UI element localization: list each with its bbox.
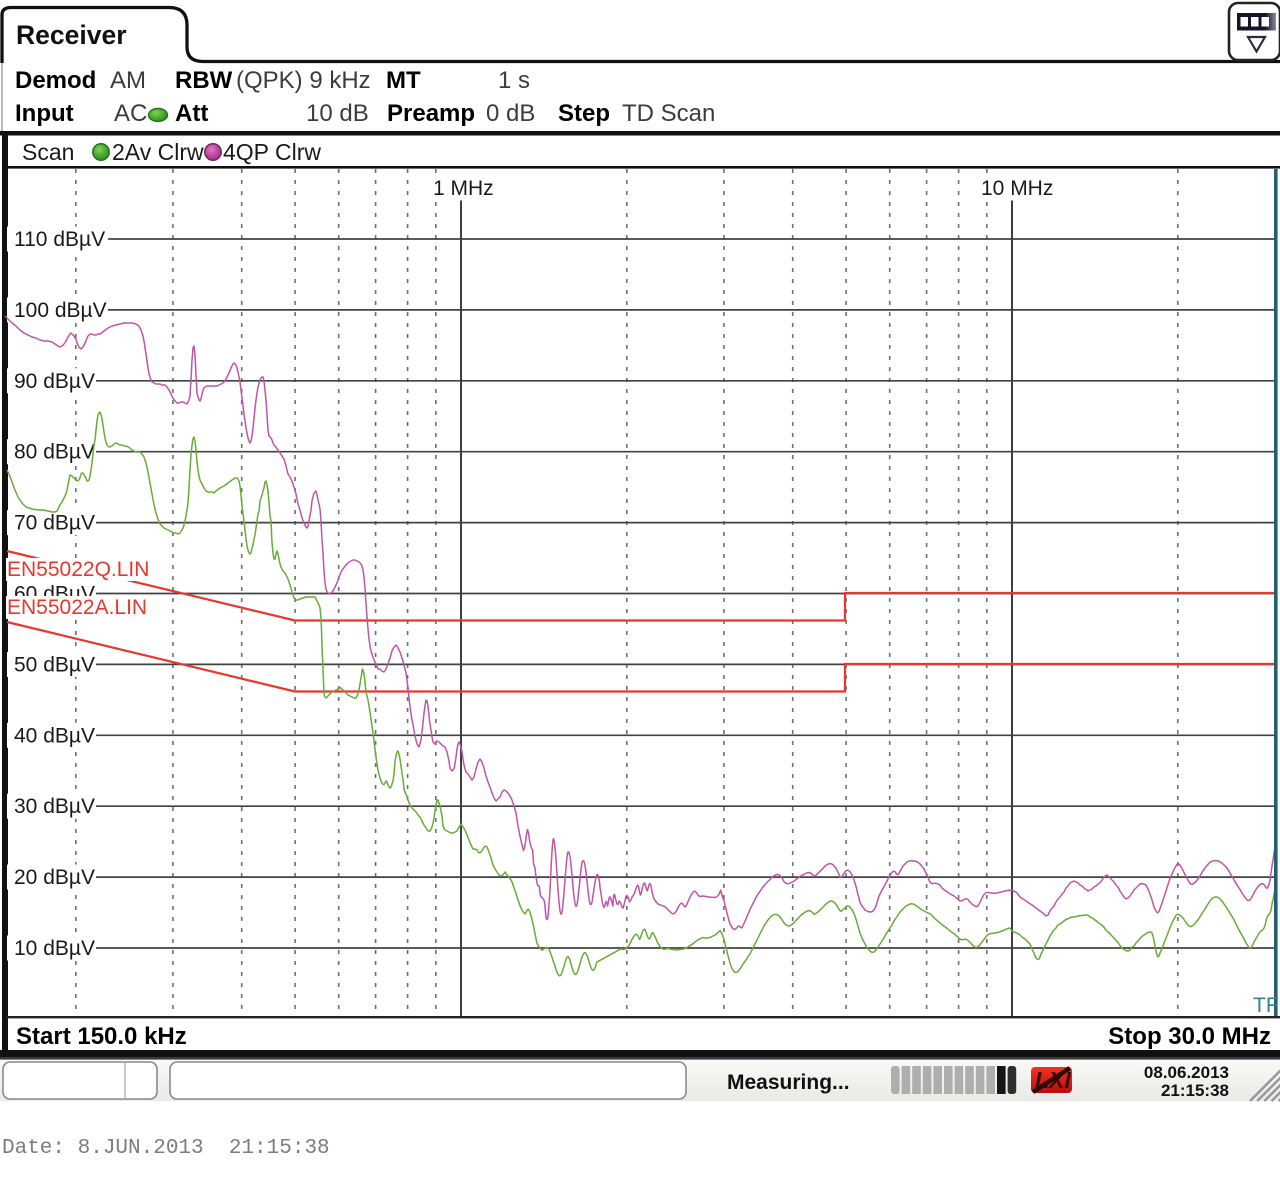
svg-text:EN55022A.LIN: EN55022A.LIN [7, 596, 147, 619]
svg-text:Start 150.0 kHz: Start 150.0 kHz [16, 1023, 187, 1050]
svg-text:70 dBµV: 70 dBµV [14, 512, 95, 535]
svg-text:90 dBµV: 90 dBµV [14, 370, 95, 393]
svg-text:40 dBµV: 40 dBµV [14, 724, 95, 747]
svg-text:EN55022Q.LIN: EN55022Q.LIN [7, 558, 149, 581]
svg-text:Input: Input [15, 100, 74, 127]
svg-text:0 dB: 0 dB [486, 100, 535, 127]
svg-text:Receiver: Receiver [16, 20, 127, 50]
svg-text:08.06.2013: 08.06.2013 [1144, 1063, 1229, 1082]
svg-text:10 MHz: 10 MHz [981, 177, 1053, 200]
svg-text:TD Scan: TD Scan [622, 100, 715, 127]
svg-text:21:15:38: 21:15:38 [1161, 1081, 1229, 1100]
svg-text:30 dBµV: 30 dBµV [14, 795, 95, 818]
svg-text:TF: TF [1253, 994, 1279, 1017]
svg-text:Preamp: Preamp [387, 100, 475, 127]
svg-text:80 dBµV: 80 dBµV [14, 441, 95, 464]
svg-text:AC: AC [114, 100, 147, 127]
svg-text:Att: Att [175, 100, 208, 127]
svg-text:110 dBµV: 110 dBµV [14, 228, 105, 251]
svg-text:Demod: Demod [15, 67, 96, 94]
svg-text:100 dBµV: 100 dBµV [14, 299, 107, 322]
svg-text:4QP Clrw: 4QP Clrw [223, 139, 321, 165]
svg-text:RBW: RBW [175, 67, 233, 94]
svg-text:50 dBµV: 50 dBµV [14, 653, 95, 676]
svg-text:10 dB: 10 dB [306, 100, 369, 127]
svg-text:Scan: Scan [22, 139, 74, 165]
svg-text:10 dBµV: 10 dBµV [14, 937, 95, 960]
svg-text:20 dBµV: 20 dBµV [14, 866, 95, 889]
svg-text:(QPK) 9 kHz: (QPK) 9 kHz [236, 67, 371, 94]
svg-text:Date: 8.JUN.2013 21:15:38: Date: 8.JUN.2013 21:15:38 [2, 1137, 330, 1160]
svg-text:Stop 30.0 MHz: Stop 30.0 MHz [1108, 1023, 1271, 1050]
svg-text:1 s: 1 s [498, 67, 530, 94]
svg-text:Step: Step [558, 100, 610, 127]
svg-text:MT: MT [386, 67, 421, 94]
svg-text:2Av Clrw: 2Av Clrw [112, 139, 204, 165]
svg-text:AM: AM [110, 67, 146, 94]
svg-text:Measuring...: Measuring... [727, 1071, 850, 1094]
svg-text:1 MHz: 1 MHz [433, 177, 494, 200]
